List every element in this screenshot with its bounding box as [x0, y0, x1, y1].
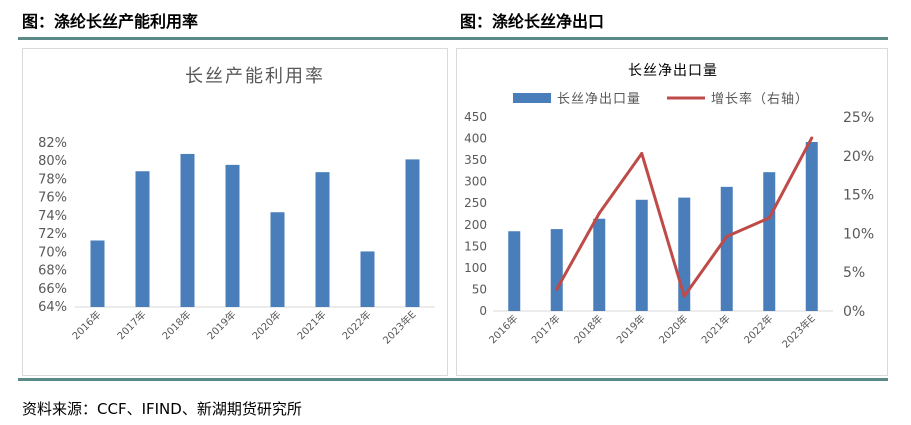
bar-utilization — [405, 159, 420, 307]
bar-utilization — [360, 251, 375, 307]
y-right-tick-label: 10% — [843, 226, 874, 242]
right-panel-title: 图：涤纶长丝净出口 — [460, 12, 605, 31]
growth-rate-point — [725, 235, 729, 239]
legend-swatch-bar — [513, 93, 551, 103]
growth-rate-point — [597, 211, 601, 215]
bar-utilization — [135, 171, 150, 307]
legend-label-line: 增长率（右轴） — [711, 91, 809, 107]
x-tick-label: 2020年 — [249, 308, 283, 342]
growth-rate-point — [555, 287, 559, 291]
y-left-tick-label: 100 — [464, 261, 487, 275]
y-tick-label: 64% — [38, 300, 67, 315]
y-left-tick-label: 250 — [464, 196, 487, 210]
bar-utilization — [90, 240, 105, 307]
y-left-tick-label: 300 — [464, 175, 487, 189]
y-left-tick-label: 0 — [479, 304, 487, 318]
y-tick-label: 68% — [38, 264, 67, 279]
x-tick-label: 2019年 — [614, 312, 648, 346]
y-right-tick-label: 20% — [843, 149, 874, 165]
y-tick-label: 66% — [38, 282, 67, 297]
y-left-tick-label: 400 — [464, 132, 487, 146]
bar-net-export — [720, 186, 733, 311]
bar-utilization — [225, 164, 240, 307]
growth-rate-point — [640, 151, 644, 155]
footer-divider — [18, 378, 888, 381]
header-divider — [18, 37, 888, 40]
x-tick-label: 2019年 — [204, 308, 238, 342]
y-tick-label: 70% — [38, 245, 67, 260]
x-tick-label: 2018年 — [571, 312, 605, 346]
y-left-tick-label: 350 — [464, 153, 487, 167]
x-tick-label: 2021年 — [699, 312, 733, 346]
x-tick-label: 2017年 — [114, 308, 148, 342]
y-tick-label: 78% — [38, 172, 67, 187]
bar-utilization — [315, 172, 330, 307]
y-tick-label: 82% — [38, 136, 67, 151]
y-right-tick-label: 25% — [843, 110, 874, 126]
x-tick-label: 2016年 — [486, 312, 520, 346]
x-tick-label: 2023年E — [380, 308, 419, 347]
x-tick-label: 2016年 — [69, 308, 103, 342]
bar-net-export — [805, 142, 818, 311]
bar-utilization — [270, 212, 285, 307]
utilization-chart-frame: 长丝产能利用率 64% 66% 68% 70% 72% 74% 76% 78% 80% 82% 201… — [22, 48, 448, 376]
y-tick-label: 72% — [38, 227, 67, 242]
y-left-tick-label: 150 — [464, 239, 487, 253]
bar-net-export — [508, 231, 521, 311]
bar-net-export — [550, 229, 563, 311]
source-note: 资料来源：CCF、IFIND、新湖期货研究所 — [22, 400, 302, 418]
growth-rate-point — [810, 136, 814, 140]
bar-net-export — [763, 172, 776, 311]
x-tick-label: 2023年E — [779, 312, 818, 351]
growth-rate-point — [767, 216, 771, 220]
y-right-tick-label: 5% — [843, 265, 865, 281]
x-tick-label: 2022年 — [339, 308, 373, 342]
utilization-bar-chart: 长丝产能利用率 64% 66% 68% 70% 72% 74% 76% 78% 80% 82% 201… — [38, 66, 435, 347]
x-tick-label: 2017年 — [529, 312, 563, 346]
y-left-tick-label: 450 — [464, 110, 487, 124]
y-right-tick-label: 0% — [843, 304, 865, 320]
legend-label-bar: 长丝净出口量 — [557, 92, 641, 107]
y-left-tick-label: 200 — [464, 218, 487, 232]
x-tick-label: 2018年 — [159, 308, 193, 342]
x-tick-label: 2021年 — [294, 308, 328, 342]
net-export-chart-frame: 长丝净出口量 长丝净出口量 增长率（右轴） 0 50 100 150 200 250 300 350… — [456, 48, 888, 376]
bar-utilization — [180, 153, 195, 307]
bar-net-export — [635, 199, 648, 311]
y-tick-label: 80% — [38, 154, 67, 169]
y-left-tick-label: 50 — [472, 282, 487, 296]
x-tick-label: 2022年 — [741, 312, 775, 346]
chart-title: 长丝产能利用率 — [185, 66, 325, 87]
chart-title: 长丝净出口量 — [628, 63, 718, 79]
growth-rate-point — [682, 294, 686, 298]
y-right-tick-label: 15% — [843, 188, 874, 204]
bar-net-export — [593, 218, 606, 311]
y-tick-label: 76% — [38, 191, 67, 206]
x-tick-label: 2020年 — [656, 312, 690, 346]
y-tick-label: 74% — [38, 209, 67, 224]
left-panel-title: 图：涤纶长丝产能利用率 — [22, 12, 199, 31]
